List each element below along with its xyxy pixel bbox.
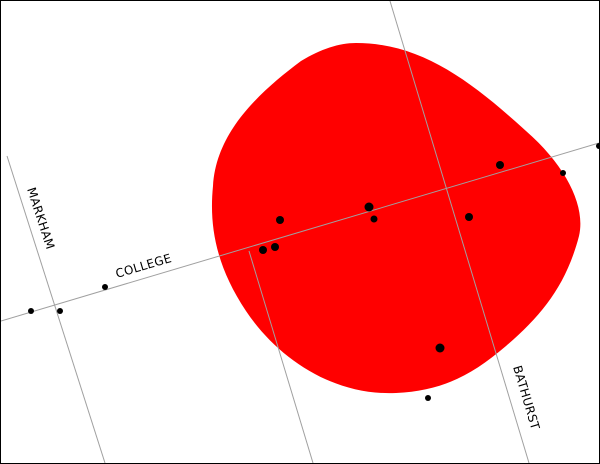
bathurst-street-line bbox=[389, 1, 530, 463]
coverage-zone bbox=[211, 43, 581, 394]
location-point[interactable] bbox=[364, 202, 374, 212]
college-street-label: COLLEGE bbox=[114, 251, 173, 281]
location-point[interactable] bbox=[560, 170, 566, 176]
location-point[interactable] bbox=[102, 284, 108, 290]
location-point[interactable] bbox=[276, 216, 284, 224]
markham-street-label: MARKHAM bbox=[24, 186, 57, 252]
location-point[interactable] bbox=[465, 213, 473, 221]
location-point[interactable] bbox=[370, 215, 378, 223]
markham-street-line bbox=[6, 155, 106, 463]
location-point[interactable] bbox=[259, 246, 267, 254]
location-point[interactable] bbox=[57, 308, 63, 314]
location-point[interactable] bbox=[425, 395, 431, 401]
location-point[interactable] bbox=[596, 143, 599, 149]
location-point[interactable] bbox=[496, 161, 504, 169]
location-points bbox=[28, 143, 599, 401]
location-point[interactable] bbox=[435, 343, 445, 353]
location-point[interactable] bbox=[28, 308, 34, 314]
college-street-line bbox=[1, 142, 599, 322]
bathurst-street-label: BATHURST bbox=[510, 364, 542, 432]
location-point[interactable] bbox=[271, 243, 279, 251]
side-street-line bbox=[248, 250, 314, 463]
